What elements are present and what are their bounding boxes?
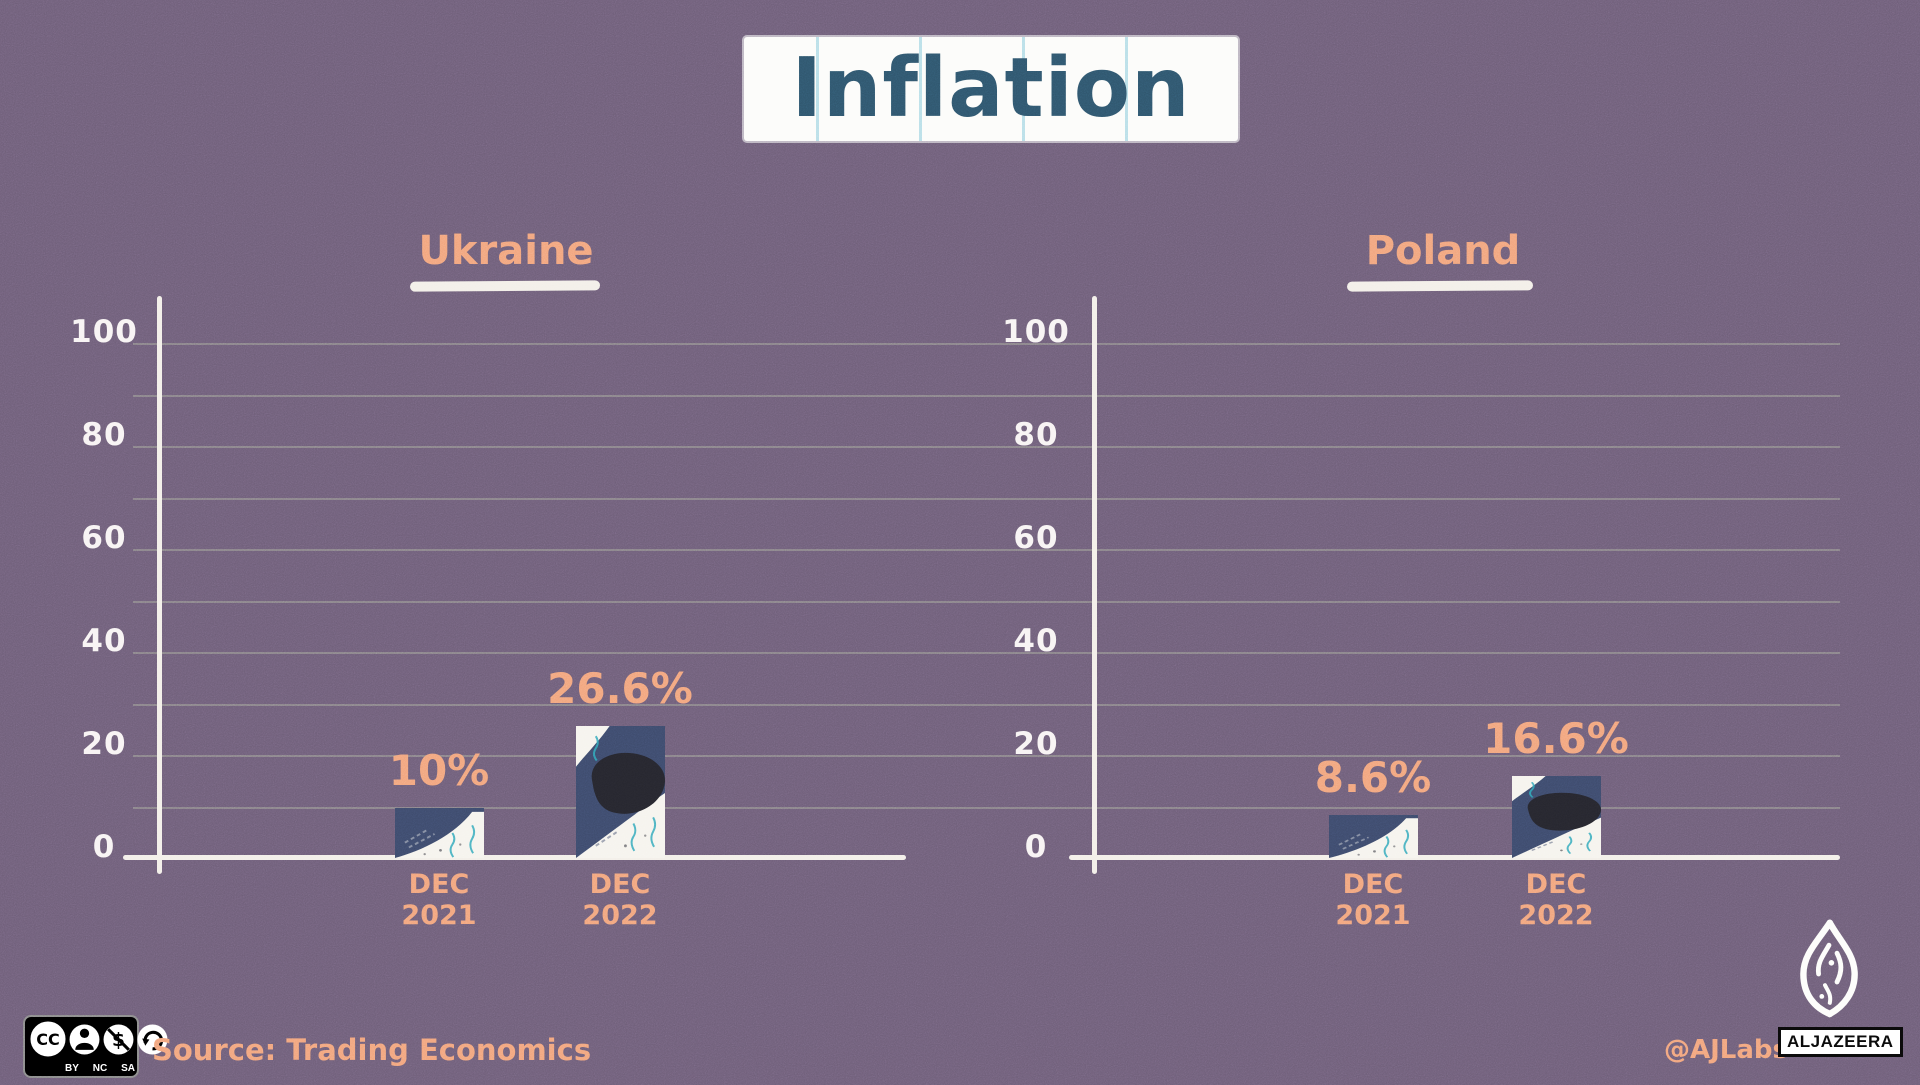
bar-poland-2022 — [1511, 776, 1601, 858]
y-tick-poland-60: 60 — [1013, 520, 1059, 556]
y-tick-ukraine-100: 100 — [70, 314, 138, 350]
y-tick-ukraine-40: 40 — [81, 623, 127, 659]
gridline-50 — [133, 600, 1840, 603]
x-axis-line-ukraine — [123, 855, 906, 860]
cc-license-icons: CC $ — [29, 1020, 169, 1058]
y-tick-poland-40: 40 — [1013, 623, 1059, 659]
cc-sa-label: SA — [121, 1063, 135, 1074]
gridline-70 — [133, 497, 1840, 500]
category-month: DEC — [1342, 869, 1404, 900]
ajlabs-handle: @AJLabs — [1664, 1035, 1788, 1065]
cc-icon: CC — [30, 1021, 66, 1057]
category-year: 2022 — [1518, 900, 1594, 931]
y-tick-ukraine-20: 20 — [81, 726, 127, 762]
category-label-ukraine-2022: DEC 2022 — [520, 869, 720, 931]
bar-ukraine-2021 — [394, 808, 484, 858]
category-label-poland-2022: DEC 2022 — [1456, 869, 1656, 931]
cc-by-person-icon — [69, 1024, 100, 1054]
bar-poland-2021 — [1328, 815, 1418, 858]
chart-title-poland: Poland — [1365, 228, 1521, 274]
chart-title-underline-poland — [1346, 280, 1534, 292]
title-box: Inflation — [744, 37, 1238, 141]
category-month: DEC — [1525, 869, 1587, 900]
category-label-poland-2021: DEC 2021 — [1273, 869, 1473, 931]
category-month: DEC — [589, 869, 651, 900]
category-month: DEC — [408, 869, 470, 900]
y-tick-poland-80: 80 — [1013, 417, 1059, 453]
category-year: 2022 — [582, 900, 658, 931]
page-title: Inflation — [791, 41, 1191, 136]
chart-title-ukraine: Ukraine — [418, 228, 594, 274]
aljazeera-wordmark: ALJAZEERA — [1778, 1027, 1903, 1057]
gridline-90 — [133, 394, 1840, 397]
cc-license-badge: CC $ BY NC SA — [23, 1015, 168, 1078]
gridline-30 — [133, 703, 1840, 706]
value-label-ukraine-2021: 10% — [388, 746, 490, 795]
value-label-poland-2022: 16.6% — [1483, 714, 1629, 763]
y-tick-ukraine-0: 0 — [92, 829, 116, 865]
svg-text:CC: CC — [36, 1030, 60, 1049]
cc-license-labels: BY NC SA — [65, 1063, 135, 1074]
aljazeera-flame-logo-icon — [1800, 919, 1858, 1018]
y-tick-poland-0: 0 — [1024, 829, 1048, 865]
chart-title-underline-ukraine — [409, 280, 601, 292]
y-tick-ukraine-60: 60 — [81, 520, 127, 556]
value-label-ukraine-2022: 26.6% — [547, 664, 693, 713]
y-axis-line-ukraine — [157, 296, 162, 874]
cc-by-label: BY — [65, 1063, 79, 1074]
bar-ukraine-2022 — [575, 726, 665, 858]
x-axis-line-poland — [1069, 855, 1840, 860]
y-tick-poland-20: 20 — [1013, 726, 1059, 762]
category-year: 2021 — [1335, 900, 1411, 931]
cc-nc-label: NC — [92, 1063, 108, 1074]
source-credit: Source: Trading Economics — [152, 1033, 592, 1067]
y-axis-line-poland — [1092, 296, 1097, 874]
y-tick-ukraine-80: 80 — [81, 417, 127, 453]
cc-nc-dollar-icon: $ — [103, 1024, 134, 1054]
category-year: 2021 — [401, 900, 477, 931]
y-tick-poland-100: 100 — [1002, 314, 1070, 350]
category-label-ukraine-2021: DEC 2021 — [339, 869, 539, 931]
